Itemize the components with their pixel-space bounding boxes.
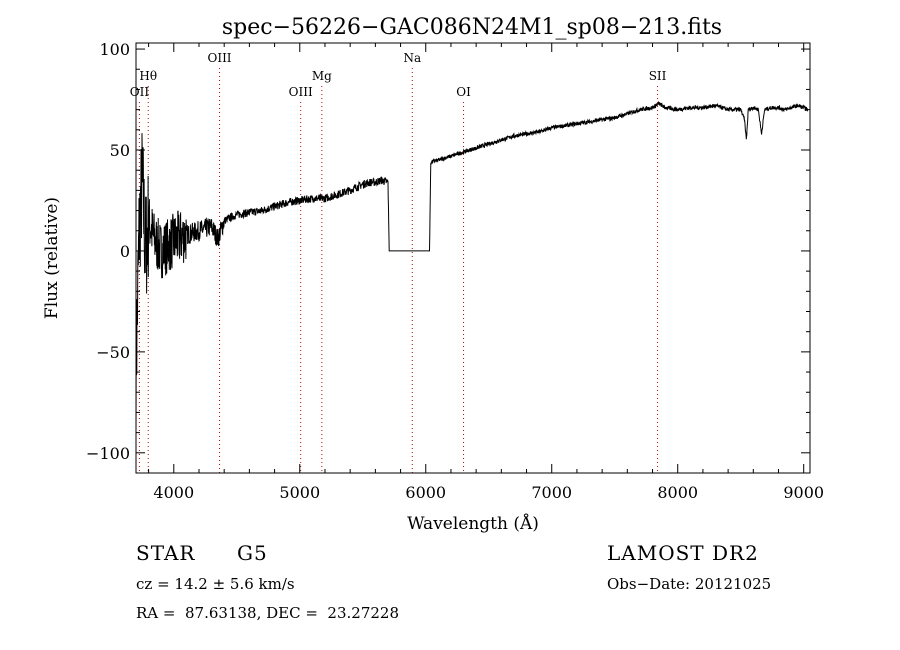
spectrum-line — [135, 101, 808, 433]
y-axis-label: Flux (relative) — [42, 197, 62, 319]
obs-date: Obs−Date: 20121025 — [607, 575, 772, 593]
spectral-marker-label: OII — [130, 85, 150, 99]
x-tick-label: 5000 — [279, 483, 320, 502]
chart-title: spec−56226−GAC086N24M1_sp08−213.fits — [222, 15, 722, 40]
coordinates: RA = 87.63138, DEC = 23.27228 — [136, 604, 400, 622]
y-tick-label: −100 — [86, 444, 130, 463]
x-tick-label: 6000 — [405, 483, 446, 502]
x-axis-label: Wavelength (Å) — [407, 513, 539, 534]
spectral-marker-label: OIII — [207, 51, 231, 65]
redshift-value: cz = 14.2 ± 5.6 km/s — [136, 575, 295, 593]
plot-frame — [135, 42, 811, 474]
x-tick-label: 8000 — [657, 483, 698, 502]
subclass: G5 — [237, 541, 268, 565]
y-tick-label: −50 — [96, 343, 130, 362]
y-tick-label: 0 — [120, 242, 130, 261]
object-class: STAR — [136, 541, 196, 565]
x-axis-ticks: 4000 5000 6000 7000 8000 9000 — [148, 43, 824, 502]
spectral-marker-label: SII — [649, 69, 667, 83]
spectral-marker-label: OI — [456, 85, 471, 99]
spectral-marker-label: Mg — [312, 69, 332, 83]
y-tick-label: 50 — [110, 141, 130, 160]
x-tick-label: 9000 — [783, 483, 824, 502]
spectral-marker-label: Na — [403, 51, 421, 65]
spectral-marker-label: OIII — [289, 85, 313, 99]
y-tick-label: 100 — [99, 40, 130, 59]
y-axis-ticks: 100 50 0 −50 −100 — [86, 40, 810, 463]
x-tick-label: 7000 — [531, 483, 572, 502]
marker-lines: OII Hθ OIII OIII Mg Na OI SII — [130, 51, 667, 473]
x-tick-label: 4000 — [153, 483, 194, 502]
survey-name: LAMOST DR2 — [607, 541, 759, 565]
spectral-marker-label: Hθ — [139, 69, 157, 83]
